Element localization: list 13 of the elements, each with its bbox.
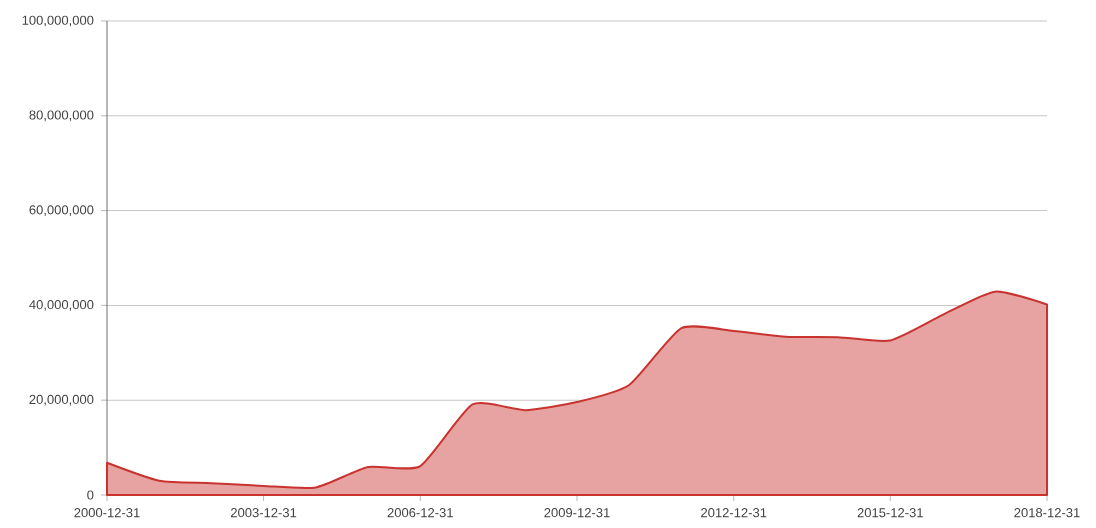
x-tick-label: 2012-12-31 bbox=[701, 508, 767, 518]
x-tick-label: 2000-12-31 bbox=[74, 508, 140, 518]
x-tick-label: 2003-12-31 bbox=[230, 508, 297, 518]
y-tick-label: 100,000,000 bbox=[22, 15, 94, 27]
x-tick-label: 2009-12-31 bbox=[544, 508, 610, 518]
y-tick-label: 40,000,000 bbox=[29, 300, 94, 311]
y-tick-label: 60,000,000 bbox=[29, 205, 94, 216]
x-tick-label: 2006-12-31 bbox=[387, 508, 453, 518]
y-tick-label: 80,000,000 bbox=[29, 110, 94, 122]
x-tick-label: 2018-12-31 bbox=[1014, 508, 1080, 518]
x-tick-label: 2015-12-31 bbox=[857, 508, 923, 518]
y-tick-label: 0 bbox=[87, 490, 94, 500]
y-tick-label: 20,000,000 bbox=[29, 394, 94, 406]
